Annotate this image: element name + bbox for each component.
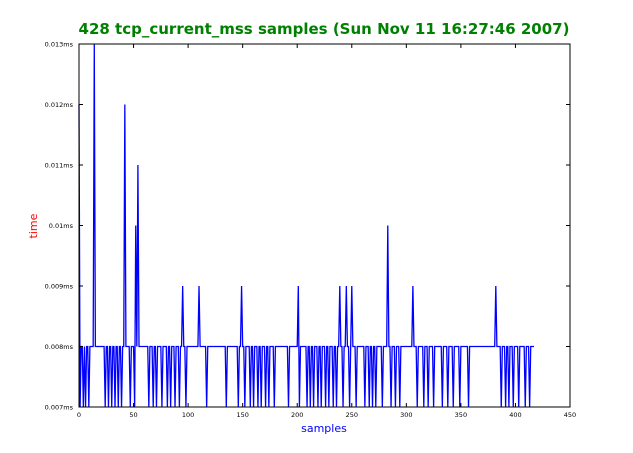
x-tick-label: 150 — [236, 411, 248, 419]
y-tick-label: 0.01ms — [49, 222, 74, 230]
y-tick-label: 0.009ms — [45, 283, 74, 291]
x-tick-label: 0 — [77, 411, 81, 419]
series-line-0 — [78, 43, 534, 408]
x-tick-label: 350 — [455, 411, 467, 419]
x-tick-label: 100 — [182, 411, 194, 419]
y-tick-label: 0.012ms — [45, 101, 74, 109]
y-tick-label: 0.011ms — [45, 162, 74, 170]
x-tick-label: 450 — [564, 411, 576, 419]
chart-title: 428 tcp_current_mss samples (Sun Nov 11 … — [79, 20, 570, 38]
x-axis-label: samples — [301, 422, 347, 435]
y-tick-label: 0.008ms — [45, 343, 74, 351]
x-tick-label: 400 — [509, 411, 521, 419]
x-tick-label: 50 — [129, 411, 137, 419]
x-tick-label: 200 — [291, 411, 303, 419]
y-axis-label: time — [27, 213, 40, 238]
ticks-layer: 0 50 100 150 200 250 300 350 400 450 0.007ms 0.008m… — [45, 41, 577, 420]
y-tick-label: 0.007ms — [45, 404, 74, 412]
y-tick-label: 0.013ms — [45, 41, 74, 49]
x-tick-label: 300 — [400, 411, 412, 419]
x-tick-label: 250 — [346, 411, 358, 419]
series-layer — [78, 43, 534, 408]
